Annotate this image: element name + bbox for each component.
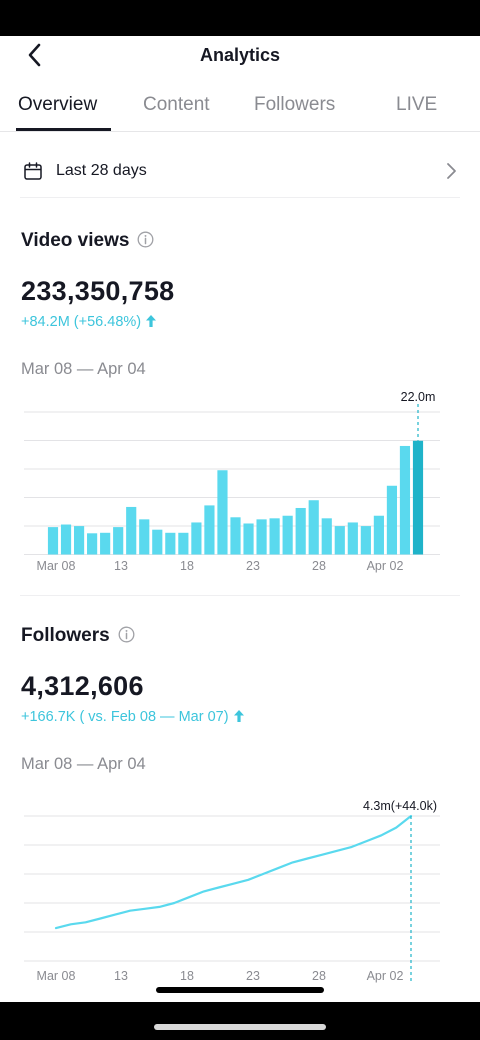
bar: [360, 526, 371, 555]
highlight-label: 4.3m(+44.0k): [363, 799, 437, 813]
page-title: Analytics: [199, 45, 281, 65]
bar: [87, 533, 98, 555]
chevron-left-icon[interactable]: [22, 42, 48, 68]
bar: [386, 485, 398, 555]
home-indicator[interactable]: [156, 987, 324, 993]
tab-bar: Overview Content Followers LIVE: [0, 90, 480, 132]
bar: [217, 470, 228, 555]
followers-chart: 4.3m(+44.0k) Mar 08 13 18 23 28 Apr 02: [24, 799, 440, 984]
bar: [230, 517, 241, 555]
followers-title-text: Followers: [21, 625, 110, 646]
bar: [139, 519, 150, 555]
calendar-icon: [24, 162, 42, 180]
bar: [73, 526, 85, 555]
bar: [269, 518, 280, 555]
highlight-label: 22.0m: [401, 390, 436, 404]
date-range-selector[interactable]: Last 28 days: [20, 148, 460, 198]
x-tick-label: Mar 08: [37, 559, 76, 573]
followers-total: 4,312,606: [21, 671, 144, 701]
bar: [334, 526, 345, 555]
followers-range: Mar 08 — Apr 04: [21, 755, 146, 773]
x-tick-label: 13: [114, 969, 128, 983]
info-icon[interactable]: [137, 231, 154, 248]
x-tick-label: Apr 02: [367, 969, 404, 983]
video-views-range: Mar 08 — Apr 04: [21, 360, 146, 378]
x-tick-label: 28: [312, 559, 326, 573]
followers-line: [54, 814, 413, 930]
info-icon[interactable]: [118, 626, 135, 643]
section-divider: [20, 595, 460, 596]
arrow-up-icon: [146, 315, 157, 327]
x-tick-label: 23: [246, 559, 260, 573]
bar: [165, 532, 176, 555]
bar: [152, 529, 163, 555]
followers-delta-text: +166.7K ( vs. Feb 08 — Mar 07): [21, 709, 229, 725]
bar: [178, 532, 189, 555]
x-tick-label: Mar 08: [37, 969, 76, 983]
bar: [399, 445, 411, 555]
video-views-delta-text: +84.2M (+56.48%): [21, 314, 142, 330]
header: Analytics: [0, 36, 480, 74]
x-tick-label: 28: [312, 969, 326, 983]
bar: [113, 527, 124, 555]
system-nav-bar[interactable]: [154, 1024, 326, 1030]
bar: [204, 505, 215, 555]
arrow-up-icon: [233, 710, 244, 722]
followers-title: Followers: [21, 625, 135, 647]
date-range-label: Last 28 days: [56, 162, 147, 179]
tab-content[interactable]: Content: [143, 94, 210, 115]
followers-delta: +166.7K ( vs. Feb 08 — Mar 07): [21, 709, 244, 725]
video-views-title-text: Video views: [21, 230, 130, 251]
x-tick-label: 23: [246, 969, 260, 983]
bar: [256, 519, 267, 555]
video-views-delta: +84.2M (+56.48%): [21, 314, 157, 330]
active-tab-indicator: [16, 128, 111, 131]
bar: [347, 522, 358, 555]
tab-live[interactable]: LIVE: [396, 94, 438, 115]
bar: [100, 532, 111, 555]
bar: [282, 515, 293, 555]
analytics-screen: Analytics Overview Content Followers LIV…: [0, 36, 480, 1002]
video-views-chart: 22.0m Mar 08 13 18 23 28 Apr 02: [24, 390, 440, 573]
bar: [60, 524, 72, 555]
x-tick-label: 18: [180, 969, 194, 983]
bar: [412, 440, 424, 555]
chevron-right-icon: [447, 163, 456, 179]
video-views-title: Video views: [21, 230, 154, 252]
bar: [126, 506, 137, 555]
bar: [295, 507, 306, 555]
bar: [47, 527, 59, 555]
x-tick-label: 18: [180, 559, 194, 573]
bar: [243, 523, 254, 555]
video-views-total: 233,350,758: [21, 276, 175, 306]
x-tick-label: Apr 02: [367, 559, 404, 573]
bar: [321, 518, 332, 555]
bar: [373, 515, 384, 555]
tab-overview[interactable]: Overview: [18, 94, 98, 115]
tab-followers[interactable]: Followers: [254, 94, 336, 115]
x-tick-label: 13: [114, 559, 128, 573]
bar: [191, 522, 202, 555]
bar: [308, 500, 319, 555]
